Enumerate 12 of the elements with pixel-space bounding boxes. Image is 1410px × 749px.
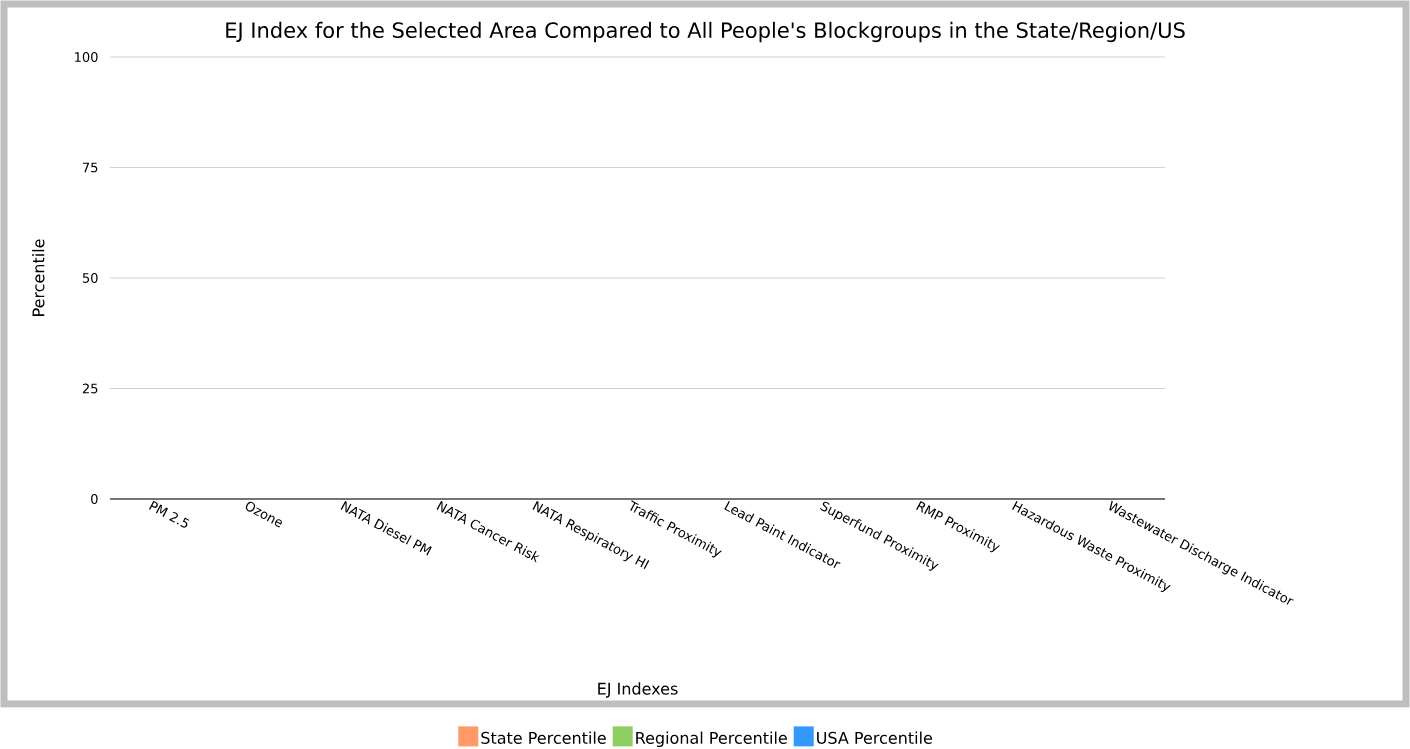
x-axis-title: EJ Indexes <box>598 682 678 698</box>
y-tick-label: 75 <box>83 162 98 173</box>
y-tick-label: 50 <box>82 272 98 283</box>
chart-title: EJ Index for the Selected Area Compared to All People's Blockgroups in the State/Region/US <box>226 21 1185 43</box>
legend-label: Regional Percentile <box>636 731 787 747</box>
y-tick-label: 100 <box>75 51 98 62</box>
x-tick-label: PM 2.5 <box>148 500 190 528</box>
legend-label: State Percentile <box>481 731 606 744</box>
y-tick-label: 25 <box>82 383 98 394</box>
legend-label: USA Percentile <box>817 731 933 744</box>
y-axis-title: Percentile <box>32 239 45 316</box>
y-tick-label: 0 <box>91 493 98 504</box>
